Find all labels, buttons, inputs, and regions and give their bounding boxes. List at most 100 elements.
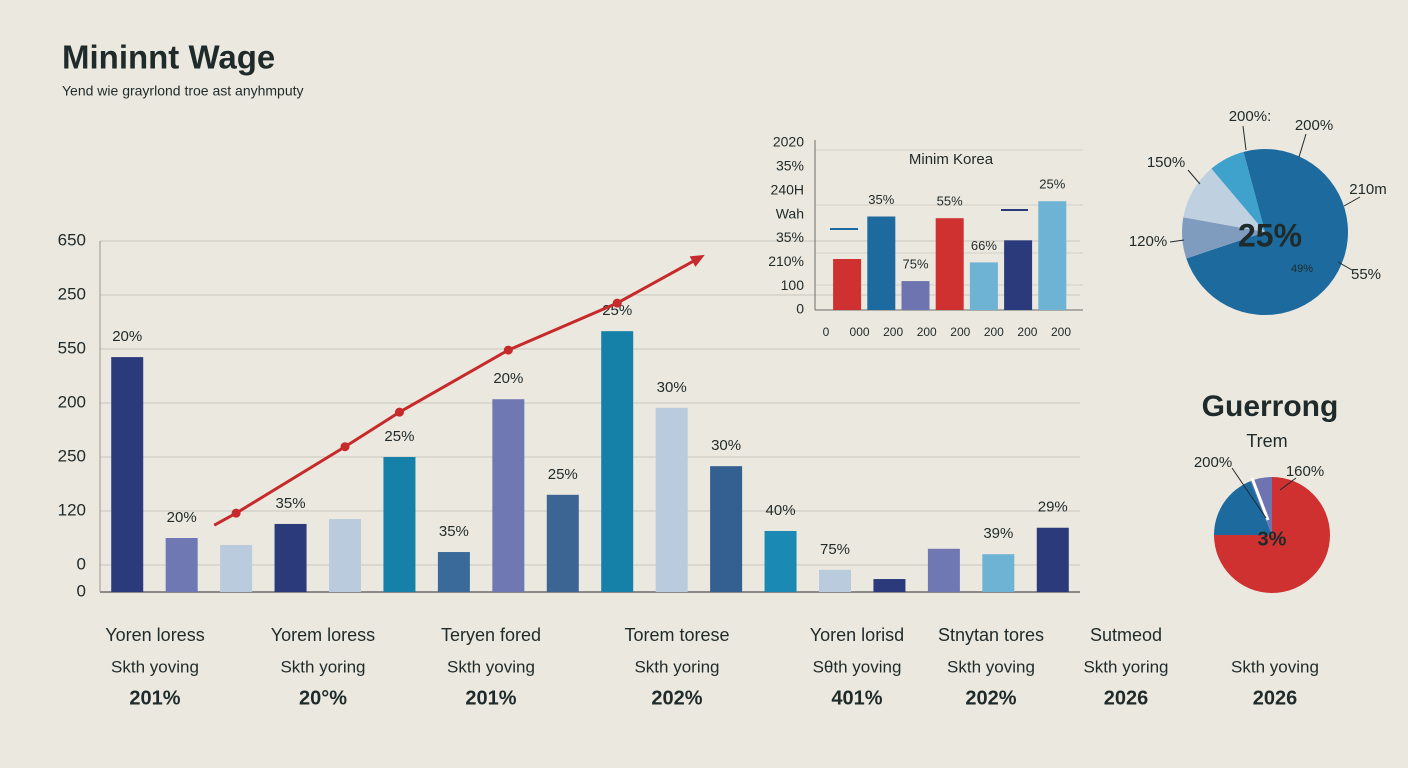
footer-sub: Skth yoving	[1231, 657, 1319, 676]
footer-sub: Skth yoring	[634, 657, 719, 676]
pie-slice	[1214, 481, 1272, 535]
bar	[492, 399, 525, 592]
bar-label: 40%	[766, 502, 796, 519]
footer-value: 201%	[465, 687, 516, 709]
subtitle: Yend wie grayrlond troe ast anyhmputy	[62, 83, 304, 99]
inset-x-label: 200	[1051, 325, 1071, 339]
inset-x-label: 200	[1017, 325, 1037, 339]
bar-label: 20%	[493, 370, 523, 387]
pie-subtitle: Trem	[1246, 431, 1287, 451]
footer-name: Sutmeod	[1090, 625, 1162, 645]
inset-y-label: 100	[781, 277, 805, 293]
inset-bar	[1038, 201, 1067, 310]
leader-line	[1298, 133, 1307, 158]
bar-label: 35%	[439, 523, 469, 540]
inset-bar	[833, 259, 862, 310]
pie-slice	[1186, 149, 1348, 315]
inset-y-label: 0	[796, 301, 804, 317]
footer-value: 2026	[1104, 687, 1149, 709]
leader-line	[1169, 239, 1185, 243]
bar-label: 25%	[384, 428, 414, 445]
y-tick-label: 550	[58, 338, 86, 357]
bar	[927, 548, 960, 592]
trend-extension	[616, 258, 697, 305]
footer-name: Yoren loress	[105, 625, 204, 645]
footer-sub: Skth yoving	[111, 657, 199, 676]
inset-bar	[935, 218, 964, 310]
bar	[764, 530, 797, 592]
bar-label: 25%	[548, 466, 578, 483]
inset-bar-label: 66%	[971, 238, 997, 253]
inset-x-label: 200	[950, 325, 970, 339]
bar	[819, 569, 851, 592]
inset-bar-label: 55%	[937, 194, 963, 209]
inset-y-label: 35%	[776, 229, 804, 245]
bar-label: 30%	[657, 379, 687, 396]
inset-bar	[901, 281, 930, 310]
bar-label: 20%	[167, 509, 197, 526]
pie-slice	[1182, 217, 1265, 259]
inset-title: Minim Korea	[909, 151, 994, 168]
trend-point	[231, 508, 241, 518]
pie-slice	[1183, 168, 1265, 232]
inset-bar-label: 25%	[1039, 177, 1065, 192]
pie-center-label: 25%	[1238, 217, 1302, 253]
bar	[220, 545, 253, 592]
pie-label: 55%	[1351, 266, 1381, 283]
inset-y-label: 240H	[771, 181, 804, 197]
inset-bar	[969, 262, 998, 310]
inset-x-label: 200	[917, 325, 937, 339]
bar	[873, 579, 906, 592]
footer-value: 401%	[831, 687, 882, 709]
y-tick-label: 0	[77, 554, 86, 573]
trend-point	[340, 442, 350, 452]
inset-x-label: 0	[823, 325, 830, 339]
bar	[601, 331, 634, 592]
pie-label: 200%:	[1229, 108, 1272, 125]
pie-label: 160%	[1286, 463, 1324, 480]
inset-y-label: Wah	[776, 205, 804, 221]
inset-x-label: 000	[850, 325, 870, 339]
leader-line	[1343, 196, 1361, 207]
pie-slice	[1211, 151, 1265, 232]
bar-label: 29%	[1038, 499, 1068, 516]
trend-arrowhead	[689, 254, 705, 267]
trend-point	[394, 407, 404, 417]
inset-bar	[1004, 240, 1033, 310]
bar	[383, 457, 416, 592]
pie-title: Guerrong	[1202, 390, 1339, 423]
bar	[437, 552, 470, 592]
inset-bar	[867, 216, 896, 310]
bar	[655, 407, 688, 592]
footer-value: 2026	[1253, 687, 1298, 709]
bar	[165, 538, 198, 592]
footer-name: Yorem loress	[271, 625, 375, 645]
footer-sub: Sθth yoving	[813, 657, 902, 676]
footer-sub: Skth yoving	[947, 657, 1035, 676]
bar	[111, 357, 144, 592]
footer-name: Yoren lorisd	[810, 625, 904, 645]
y-tick-label: 650	[58, 230, 86, 249]
trend-point	[612, 298, 622, 308]
inset-x-label: 200	[883, 325, 903, 339]
y-tick-label: 0	[77, 581, 86, 600]
y-tick-label: 250	[58, 446, 86, 465]
bar	[546, 494, 579, 592]
bar	[710, 466, 743, 592]
y-tick-label: 120	[58, 500, 86, 519]
bar-label: 35%	[276, 495, 306, 512]
leader-line	[1279, 477, 1297, 491]
leader-line	[1242, 125, 1247, 151]
bar	[1036, 527, 1069, 592]
trend-point	[503, 345, 513, 355]
inset-bar-label: 75%	[902, 257, 928, 272]
pie-label: 200%	[1194, 454, 1232, 471]
pie-inner-label: 49%	[1291, 263, 1313, 275]
pie-label: 210m	[1349, 181, 1387, 198]
inset-y-label: 35%	[776, 158, 804, 174]
footer-value: 202%	[965, 687, 1016, 709]
bar-label: 75%	[820, 541, 850, 558]
pie-label: 200%	[1295, 117, 1333, 134]
title: Mininnt Wage	[62, 39, 275, 76]
